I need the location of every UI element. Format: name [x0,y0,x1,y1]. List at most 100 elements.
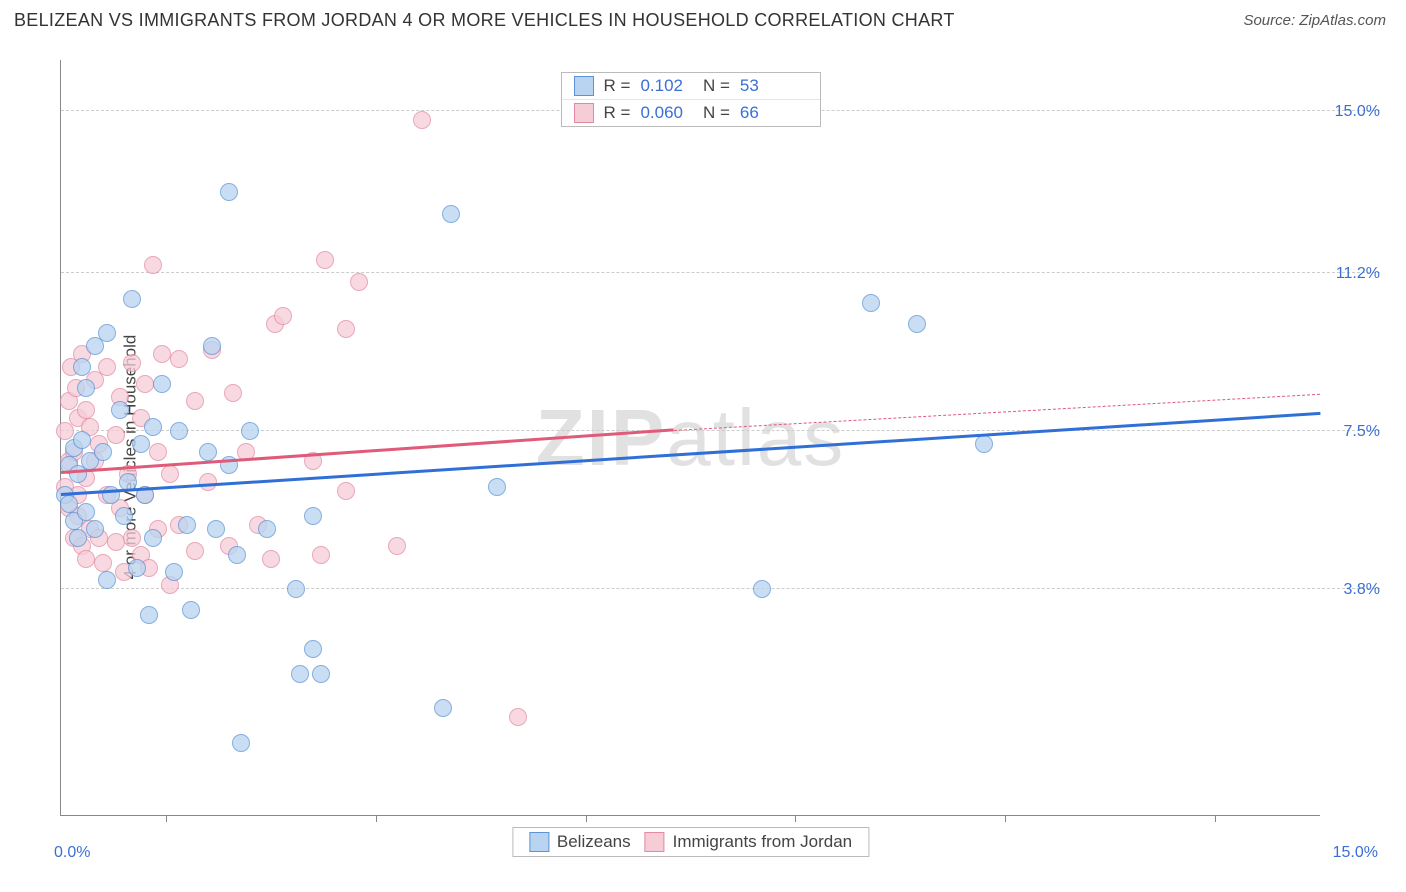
scatter-point-b [161,465,179,483]
scatter-point-a [98,324,116,342]
scatter-point-a [304,507,322,525]
scatter-point-a [182,601,200,619]
r-value-b: 0.060 [640,103,683,123]
y-tick-label: 11.2% [1336,265,1380,283]
x-tick [376,815,377,822]
scatter-point-a [241,422,259,440]
x-tick [795,815,796,822]
scatter-point-a [434,699,452,717]
scatter-point-b [170,350,188,368]
scatter-point-b [350,273,368,291]
scatter-point-b [312,546,330,564]
scatter-point-b [149,443,167,461]
scatter-point-a [304,640,322,658]
scatter-point-a [77,379,95,397]
x-tick [586,815,587,822]
scatter-point-b [262,550,280,568]
scatter-point-a [488,478,506,496]
scatter-point-b [123,529,141,547]
plot-region: ZIPatlas R = 0.102 N = 53 R = 0.060 N = … [60,60,1320,816]
x-min-label: 0.0% [54,844,90,862]
correlation-legend: R = 0.102 N = 53 R = 0.060 N = 66 [561,72,821,127]
scatter-point-a [69,529,87,547]
scatter-point-a [73,358,91,376]
n-label: N = [703,103,730,123]
scatter-point-a [165,563,183,581]
scatter-point-b [77,550,95,568]
scatter-point-b [337,320,355,338]
scatter-point-a [153,375,171,393]
chart-area: 4 or more Vehicles in Household ZIPatlas… [14,48,1386,866]
scatter-point-a [115,507,133,525]
scatter-point-b [388,537,406,555]
scatter-point-a [77,503,95,521]
chart-source: Source: ZipAtlas.com [1243,12,1386,29]
scatter-point-b [224,384,242,402]
gridline [61,272,1380,273]
scatter-point-b [77,401,95,419]
scatter-point-b [509,708,527,726]
x-tick [1215,815,1216,822]
trendline-b-dashed [674,394,1320,431]
scatter-point-b [136,375,154,393]
watermark: ZIPatlas [536,392,845,484]
scatter-point-a [73,431,91,449]
scatter-point-a [220,183,238,201]
scatter-point-a [975,435,993,453]
gridline [61,430,1380,431]
y-tick-label: 3.8% [1344,581,1380,599]
chart-title: BELIZEAN VS IMMIGRANTS FROM JORDAN 4 OR … [14,10,955,31]
scatter-point-a [207,520,225,538]
scatter-point-a [144,418,162,436]
scatter-point-a [862,294,880,312]
scatter-point-a [908,315,926,333]
x-axis-labels: 0.0% 15.0% [60,838,1320,862]
r-value-a: 0.102 [640,76,683,96]
scatter-point-a [312,665,330,683]
scatter-point-a [442,205,460,223]
scatter-point-a [228,546,246,564]
correlation-row-b: R = 0.060 N = 66 [562,99,820,126]
scatter-point-a [128,559,146,577]
scatter-point-a [203,337,221,355]
scatter-point-a [144,529,162,547]
scatter-point-a [753,580,771,598]
x-max-label: 15.0% [1333,844,1378,862]
scatter-point-b [123,354,141,372]
scatter-point-a [170,422,188,440]
scatter-point-a [132,435,150,453]
scatter-point-a [123,290,141,308]
x-tick [1005,815,1006,822]
swatch-b [574,103,594,123]
scatter-point-b [337,482,355,500]
y-tick-label: 15.0% [1335,103,1380,121]
n-label: N = [703,76,730,96]
scatter-point-a [111,401,129,419]
gridline [61,588,1380,589]
scatter-point-a [287,580,305,598]
scatter-point-a [258,520,276,538]
scatter-point-b [144,256,162,274]
swatch-a [574,76,594,96]
scatter-point-b [186,392,204,410]
scatter-point-a [178,516,196,534]
scatter-point-a [140,606,158,624]
scatter-point-b [153,345,171,363]
scatter-point-b [107,426,125,444]
scatter-point-b [94,554,112,572]
scatter-point-a [86,520,104,538]
n-value-b: 66 [740,103,759,123]
scatter-point-a [291,665,309,683]
scatter-point-a [98,571,116,589]
scatter-point-a [60,495,78,513]
scatter-point-a [199,443,217,461]
y-tick-label: 7.5% [1344,423,1380,441]
x-tick [166,815,167,822]
scatter-point-a [94,443,112,461]
watermark-light: atlas [666,393,845,482]
scatter-point-a [232,734,250,752]
correlation-row-a: R = 0.102 N = 53 [562,73,820,99]
r-label: R = [604,103,631,123]
n-value-a: 53 [740,76,759,96]
scatter-point-b [274,307,292,325]
